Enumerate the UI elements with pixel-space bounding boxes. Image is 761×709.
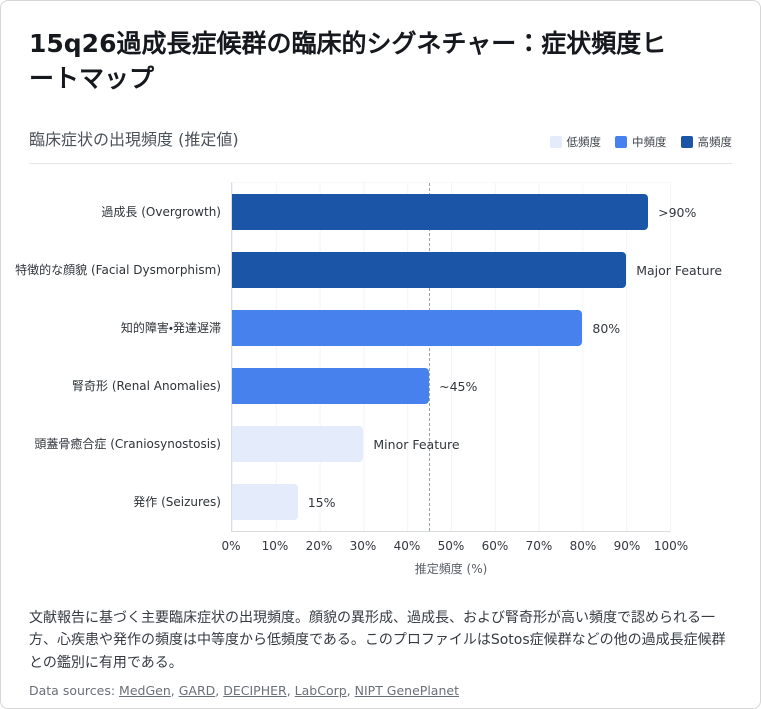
x-axis-ticks: 0% 10% 20% 30% 40% 50% 60% 70% 80% 90% 100% (221, 539, 688, 557)
category-labels: 過成長 (Overgrowth) 特徴的な顔貌 (Facial Dysmorphi… (15, 182, 231, 577)
x-tick-label: 80% (569, 539, 597, 553)
legend-label: 低頻度 (566, 135, 602, 149)
category-label: 発作 (Seizures) (133, 494, 221, 509)
bar-value-label: Major Feature (636, 262, 723, 278)
x-axis-label: 推定頻度 (%) (414, 562, 488, 576)
x-tick-label: 70% (525, 539, 553, 553)
chart-footnote: 文献報告に基づく主要臨床症状の出現頻度。顔貌の異形成、過成長、および腎奇形が高い… (29, 610, 726, 671)
plot-rows: >90% Major Feature 80% ~45% Minor Feature 15% (232, 183, 722, 531)
bar-value-label: 15% (307, 494, 336, 510)
bar-row: ~45% (232, 357, 670, 415)
category-label: 過成長 (Overgrowth) (101, 204, 221, 219)
source-link[interactable]: NIPT GenePlanet (354, 683, 459, 699)
chart-subtitle: 臨床症状の出現頻度 (推定値) (29, 130, 239, 149)
legend-label: 中頻度 (632, 135, 667, 149)
plot-wrap: >90% Major Feature 80% ~45% Minor Feature 15%… (221, 182, 722, 577)
bar-value-label: ~45% (439, 378, 478, 394)
bar-value-label: 80% (592, 320, 621, 336)
chart-header: 臨床症状の出現頻度 (推定値) 低頻度 中頻度 高頻度 (29, 126, 732, 164)
x-tick-label: 100% (653, 539, 689, 553)
legend-label: 高頻度 (697, 135, 733, 149)
bar[interactable] (232, 252, 627, 288)
bar-value-label: Minor Feature (373, 436, 460, 452)
bar-row: Major Feature (232, 241, 722, 299)
bar[interactable] (232, 484, 298, 520)
x-tick-label: 0% (221, 539, 241, 553)
category-label: 頭蓋骨癒合症 (Craniosynostosis) (34, 436, 221, 451)
reference-line (429, 183, 431, 531)
source-link[interactable]: LabCorp (294, 683, 347, 699)
legend-swatch (615, 136, 627, 148)
bar[interactable] (232, 310, 583, 346)
data-sources-prefix: Data sources: (29, 683, 116, 699)
x-tick-label: 40% (393, 539, 421, 553)
legend-swatch (549, 136, 562, 148)
bar[interactable] (232, 426, 364, 462)
x-tick-label: 90% (613, 539, 641, 553)
x-tick-label: 50% (437, 539, 465, 553)
bar-value-label: >90% (658, 204, 697, 220)
bar[interactable] (232, 194, 649, 230)
legend-swatch (680, 136, 693, 148)
bar-row: 15% (232, 473, 670, 531)
x-tick-label: 10% (261, 539, 289, 553)
bar-row: >90% (232, 183, 696, 241)
category-label: 知的障害・発達遅滞 (120, 320, 221, 335)
legend-item: 低頻度 (549, 134, 602, 150)
bar-chart: 過成長 (Overgrowth) 特徴的な顔貌 (Facial Dysmorphi… (15, 182, 732, 577)
x-tick-label: 60% (481, 539, 509, 553)
source-link[interactable]: MedGen (119, 683, 171, 699)
page-title: 15q26過成長症候群の臨床的シグネチャー：症状頻度ヒートマップ (29, 29, 667, 93)
legend-item: 高頻度 (680, 134, 733, 150)
category-label: 腎奇形 (Renal Anomalies) (72, 378, 221, 393)
bar[interactable] (232, 368, 430, 404)
x-tick-label: 30% (349, 539, 377, 553)
chart-legend: 低頻度 中頻度 高頻度 (549, 134, 733, 150)
source-link[interactable]: DECIPHER (223, 683, 287, 699)
category-label: 特徴的な顔貌 (Facial Dysmorphism) (15, 262, 221, 277)
bar-row: 80% (232, 299, 670, 357)
bar-row: Minor Feature (232, 415, 670, 473)
data-sources: Data sources: MedGen, GARD, DECIPHER, La… (29, 683, 732, 698)
plot-area: >90% Major Feature 80% ~45% Minor Feature 15% (231, 182, 722, 532)
source-link[interactable]: GARD (178, 683, 216, 699)
x-tick-label: 20% (305, 539, 333, 553)
legend-item: 中頻度 (615, 134, 667, 150)
data-sources-links: MedGen, GARD, DECIPHER, LabCorp, NIPT Ge… (119, 683, 459, 699)
